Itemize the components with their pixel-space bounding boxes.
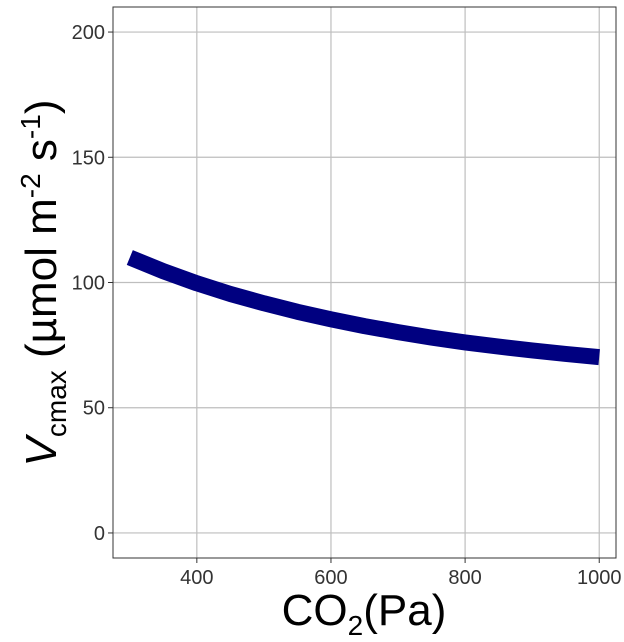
ticks: 400 600 800 1000 0 50 100 150 200 (72, 22, 622, 589)
y-axis-title: Vcmax (µmol m-2 s-1) (15, 100, 72, 467)
x-axis-title-unit: (Pa) (363, 586, 446, 635)
x-tick-label: 600 (314, 567, 347, 589)
y-axis-title-exponent-1: -2 (15, 173, 46, 198)
series-line (126, 250, 600, 366)
y-axis-title-exponent-2: -1 (15, 114, 46, 139)
y-axis-title-unit: (µmol m (17, 198, 66, 370)
y-axis-title-unit-s: s (17, 139, 66, 173)
x-axis-title-subscript: 2 (348, 610, 364, 641)
x-axis-title-main: CO (282, 586, 348, 635)
y-tick-label: 50 (83, 398, 105, 420)
x-tick-label: 1000 (577, 567, 622, 589)
y-tick-label: 100 (72, 273, 105, 295)
y-tick-label: 200 (72, 22, 105, 44)
series-layer (126, 250, 600, 366)
y-tick-label: 150 (72, 147, 105, 169)
y-axis-title-close: ) (17, 100, 66, 115)
x-axis-title: CO2(Pa) (282, 586, 447, 641)
y-axis-title-symbol: V (17, 433, 66, 466)
x-tick-label: 800 (448, 567, 481, 589)
y-axis-title-subscript: cmax (41, 370, 72, 437)
y-tick-label: 0 (94, 523, 105, 545)
x-tick-label: 400 (180, 567, 213, 589)
